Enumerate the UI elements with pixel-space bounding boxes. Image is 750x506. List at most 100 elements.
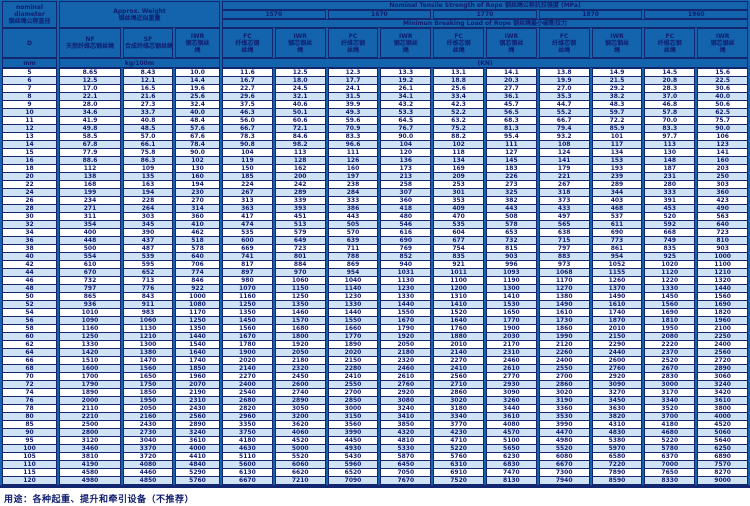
value-cell: 6670 [222,477,273,485]
value-cell: 3120 [59,437,121,445]
value-cell: 2210 [59,413,121,421]
value-cell: 417 [222,213,273,221]
value-cell: 1960 [697,317,749,325]
value-cell: 754 [433,245,484,253]
value-cell: 1570 [274,317,326,325]
value-cell: 462 [175,229,220,237]
value-cell: 231 [644,173,696,181]
value-cell: 13.1 [433,68,484,77]
value-cell: 579 [274,229,326,237]
value-cell: 18.8 [433,77,484,85]
value-cell: 2260 [538,349,590,357]
diameter-cell: 13 [2,133,57,141]
value-cell: 5600 [222,461,273,469]
value-cell: 8330 [644,477,696,485]
value-cell: 2180 [274,357,326,365]
value-cell: 173 [380,165,432,173]
value-cell: 1690 [644,309,696,317]
value-cell: 1310 [433,293,484,301]
value-cell: 2450 [274,373,326,381]
diameter-cell: 74 [2,389,57,397]
diameter-header-cell: nominal diameter 钢丝绳公称直径 [2,1,57,28]
table-row: 44 670 652 774 897 970 954 1031 1011 1093 1068 1155… [2,269,749,277]
value-cell: 3610 [697,397,749,405]
value-cell: 749 [644,237,696,245]
value-cell: 2030 [485,333,537,341]
value-cell: 187 [644,165,696,173]
value-cell: 1040 [327,277,379,285]
diameter-cell: 105 [2,453,57,461]
value-cell: 7050 [380,469,432,477]
value-cell: 9000 [697,477,749,485]
diameter-cell: 7 [2,85,57,93]
table-row: 5 8.65 8.43 10.0 11.6 12.5 12.3 13.3 13.1 14.1 13.… [2,68,749,77]
value-cell: 490 [697,205,749,213]
value-cell: 108 [538,141,590,149]
diameter-cell: 26 [2,197,57,205]
diameter-cell: 40 [2,253,57,261]
value-cell: 4000 [175,445,220,453]
value-cell: 2730 [123,429,173,437]
diameter-cell: 9 [2,101,57,109]
value-cell: 592 [644,221,696,229]
value-cell: 46.3 [222,109,273,117]
value-cell: 8130 [485,477,537,485]
value-cell: 373 [538,197,590,205]
value-cell: 1920 [274,341,326,349]
value-cell: 565 [538,221,590,229]
value-cell: 63.2 [433,117,484,125]
value-cell: 3420 [697,389,749,397]
value-cell: 4320 [380,429,432,437]
value-cell: 797 [538,245,590,253]
value-cell: 3410 [380,413,432,421]
value-cell: 145 [485,157,537,165]
value-cell: 258 [380,181,432,189]
value-cell: 6910 [433,469,484,477]
value-cell: 741 [222,253,273,261]
value-cell: 418 [380,205,432,213]
value-cell: 2540 [222,389,273,397]
value-cell: 1600 [59,365,121,373]
value-cell: 497 [538,213,590,221]
value-cell: 77.9 [59,149,121,157]
value-cell: 1950 [644,325,696,333]
value-cell: 238 [327,181,379,189]
diameter-cell: 62 [2,341,57,349]
diameter-cell: 54 [2,309,57,317]
value-cell: 84.6 [274,133,326,141]
diameter-cell: 11 [2,117,57,125]
value-cell: 1160 [59,325,121,333]
table-row: 85 2500 2430 2890 3350 3620 3560 3850 3770 4080 39… [2,421,749,429]
value-cell: 652 [123,269,173,277]
diameter-cell: 12 [2,125,57,133]
diameter-cell: 72 [2,381,57,389]
value-cell: 690 [591,229,643,237]
value-cell: 75.2 [433,125,484,133]
value-cell: 690 [380,237,432,245]
value-cell: 3630 [591,405,643,413]
value-cell: 15.6 [697,68,749,77]
value-cell: 8590 [591,477,643,485]
value-cell: 8270 [697,469,749,477]
value-cell: 4470 [538,429,590,437]
value-cell: 33.4 [433,93,484,101]
value-cell: 2080 [644,333,696,341]
value-cell: 706 [175,261,220,269]
value-cell: 3000 [327,405,379,413]
value-cell: 1770 [327,333,379,341]
value-cell: 443 [485,205,537,213]
value-cell: 1560 [123,365,173,373]
value-cell: 4520 [697,421,749,429]
value-cell: 1610 [591,301,643,309]
rope-spec-table-container: nominal diameter 钢丝绳公称直径 Approx. Weight … [0,0,750,488]
value-cell: 128 [274,157,326,165]
value-cell: 2890 [175,421,220,429]
value-cell: 5290 [175,469,220,477]
value-cell: 4710 [433,437,484,445]
value-cell: 50.6 [697,101,749,109]
value-cell: 5520 [274,453,326,461]
value-cell: 4450 [327,437,379,445]
value-cell: 17.7 [327,77,379,85]
value-cell: 230 [175,189,220,197]
value-cell: 4980 [59,477,121,485]
